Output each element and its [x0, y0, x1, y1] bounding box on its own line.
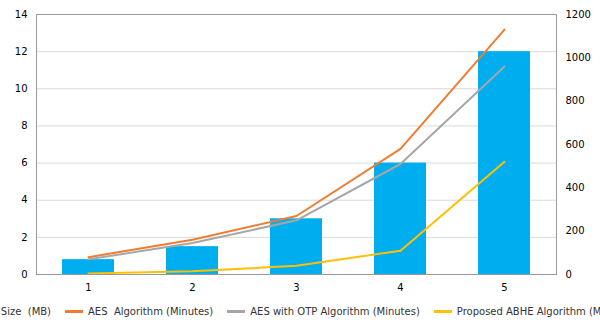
svg-text:800: 800 — [566, 95, 585, 106]
svg-text:12: 12 — [15, 46, 28, 57]
svg-text:1: 1 — [85, 282, 91, 293]
svg-text:5: 5 — [501, 282, 507, 293]
svg-text:8: 8 — [21, 120, 27, 131]
svg-text:4: 4 — [397, 282, 403, 293]
svg-text:2: 2 — [21, 232, 27, 243]
html-text:AES Algorithm (Minutes): AES Algorithm (Minutes) — [88, 305, 214, 317]
svg-text:0: 0 — [566, 269, 572, 280]
html-text:AES with OTP Algorithm (Minute: AES with OTP Algorithm (Minutes) — [250, 305, 420, 317]
svg-text:4: 4 — [21, 194, 27, 205]
svg-text:0: 0 — [21, 269, 27, 280]
svg-text:400: 400 — [566, 182, 585, 193]
svg-text:10: 10 — [15, 83, 28, 94]
svg-text:6: 6 — [21, 157, 27, 168]
svg-text:600: 600 — [566, 139, 585, 150]
svg-text:2: 2 — [189, 282, 195, 293]
svg-text:14: 14 — [15, 9, 28, 20]
svg-text:1000: 1000 — [566, 52, 591, 63]
svg-text:1200: 1200 — [566, 9, 591, 20]
svg-text:3: 3 — [293, 282, 299, 293]
svg-text:200: 200 — [566, 225, 585, 236]
